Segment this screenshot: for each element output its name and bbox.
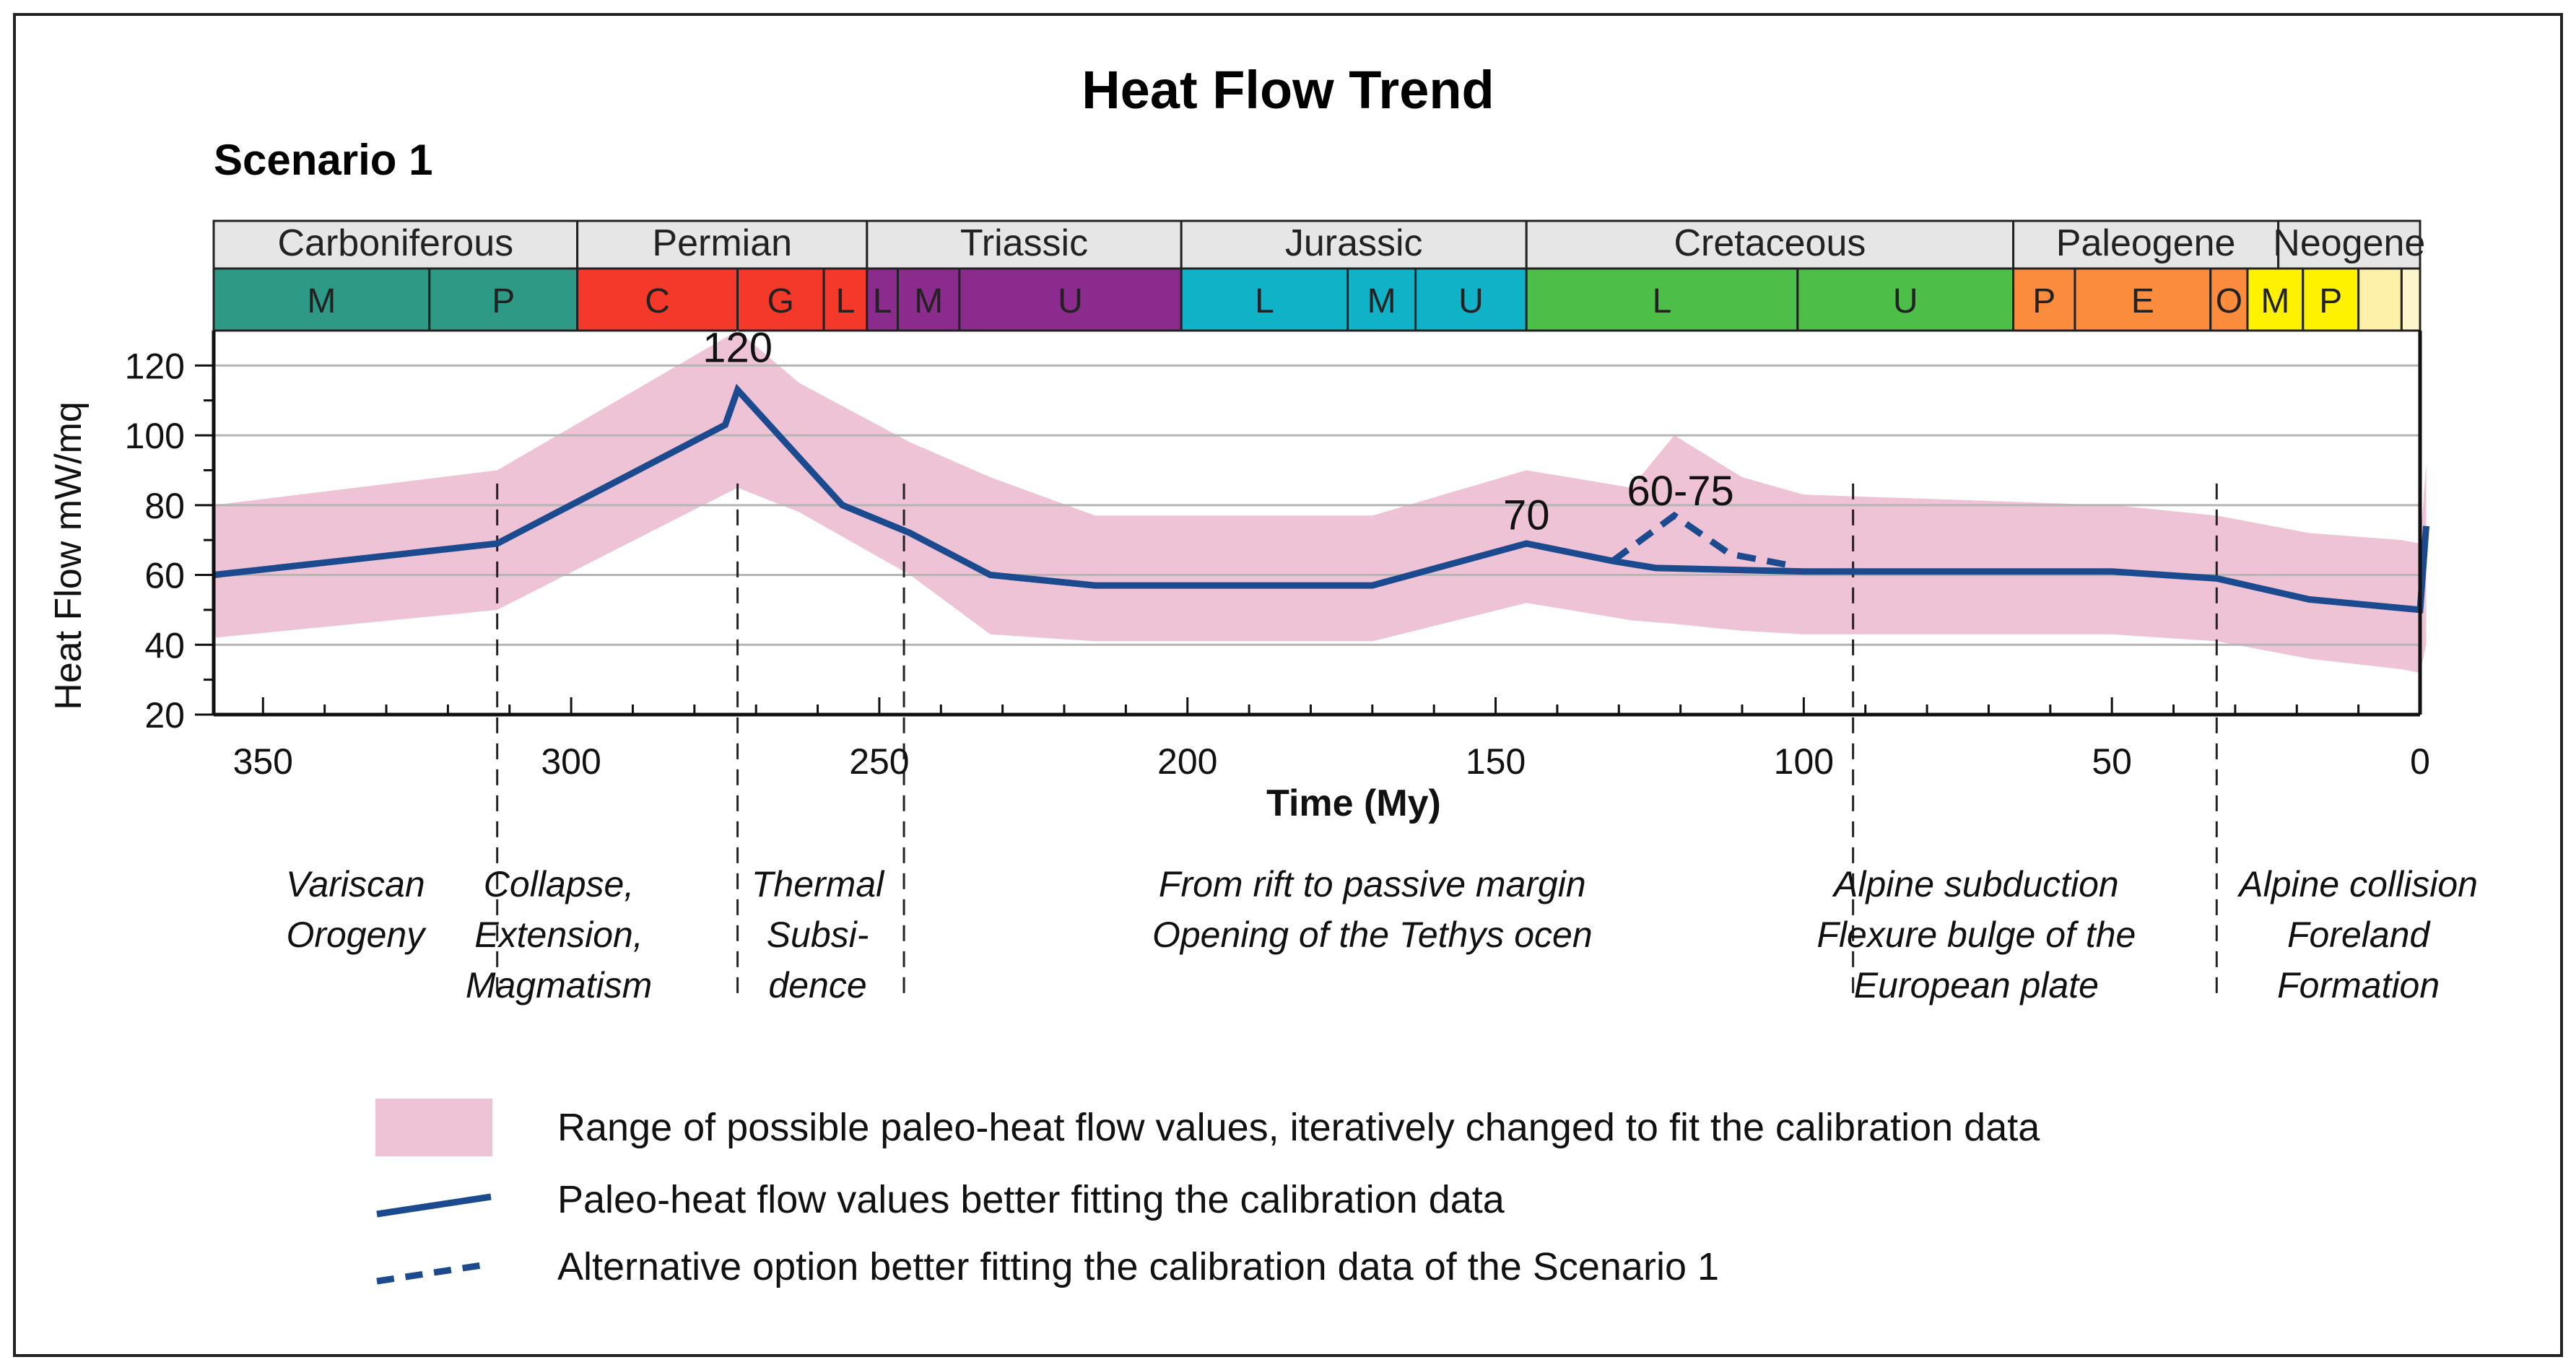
x-tick-label: 250 (849, 741, 909, 782)
event-label: Formation (2277, 965, 2440, 1005)
chart-title: Heat Flow Trend (1082, 60, 1494, 120)
epoch-cell (2357, 267, 2403, 332)
event-label: Subsi- (767, 915, 869, 955)
period-label: Paleogene (2056, 222, 2236, 264)
event-label: Alpine subduction (1832, 864, 2119, 904)
legend-label: Alternative option better fitting the ca… (557, 1245, 1719, 1288)
legend-dashed-swatch (376, 1260, 492, 1285)
event-label: From rift to passive margin (1159, 864, 1586, 904)
epoch-label: U (1458, 282, 1484, 320)
x-tick-label: 0 (2410, 741, 2430, 782)
tectonic-events: Variscan Orogeny Collapse, Extension, Magmat… (286, 864, 2478, 1005)
period-label: Permian (652, 222, 792, 264)
x-tick-label: 350 (233, 741, 293, 782)
epoch-label: G (767, 282, 794, 320)
period-label: Neogene (2273, 222, 2425, 264)
alternative-series-line (1611, 511, 1786, 568)
event-label: Extension, (474, 915, 643, 955)
epoch-label: C (645, 282, 670, 320)
value-annotation: 120 (702, 325, 773, 372)
epoch-label: M (2260, 282, 2289, 320)
epoch-cell (1525, 267, 1799, 332)
epoch-label: M (307, 282, 336, 320)
epoch-label: M (914, 282, 943, 320)
annotations: 120 70 60-75 (702, 325, 1734, 539)
epoch-cell (2246, 267, 2305, 332)
epoch-label: P (2032, 282, 2055, 320)
axes: 350 300 250 200 150 100 50 0 120 100 80 60 40 20 (125, 331, 2430, 782)
event-label: dence (768, 965, 866, 1005)
epoch-label: U (1893, 282, 1918, 320)
epoch-cell (822, 267, 869, 332)
x-tick-label: 300 (541, 741, 601, 782)
period-label: Cretaceous (1674, 222, 1866, 264)
period-cell (2277, 219, 2421, 270)
range-band-layer (214, 331, 2427, 673)
x-tick-label: 50 (2092, 741, 2132, 782)
y-axis-label: Heat Flow mW/mq (48, 401, 90, 710)
x-tick-label: 150 (1466, 741, 1526, 782)
epoch-cell (212, 267, 431, 332)
value-annotation: 60-75 (1627, 468, 1733, 515)
event-label: Opening of the Tethys ocen (1152, 915, 1593, 955)
geologic-timescale: Carboniferous Permian Triassic Jurassic Cret… (212, 219, 2425, 332)
event-label: Thermal (752, 864, 885, 904)
epoch-label: L (1653, 282, 1672, 320)
legend-label: Range of possible paleo-heat flow values… (557, 1106, 2040, 1149)
epoch-cell (2074, 267, 2212, 332)
epoch-cell (1414, 267, 1528, 332)
period-cell (212, 219, 579, 270)
range-band (214, 331, 2427, 673)
value-annotation: 70 (1503, 492, 1550, 539)
x-tick-label: 200 (1157, 741, 1217, 782)
event-label: Variscan (286, 864, 425, 904)
event-label: Magmatism (466, 965, 652, 1005)
epoch-cell (428, 267, 579, 332)
legend-label: Paleo-heat flow values better fitting th… (557, 1178, 1505, 1221)
legend-band-swatch (375, 1099, 492, 1156)
epoch-cell (2012, 267, 2076, 332)
epoch-cell (2400, 267, 2421, 332)
event-label: Foreland (2287, 915, 2432, 955)
epoch-label: P (2319, 282, 2342, 320)
epoch-label: E (2131, 282, 2154, 320)
y-tick-label: 20 (144, 695, 185, 736)
period-label: Carboniferous (278, 222, 514, 264)
period-label: Jurassic (1285, 222, 1423, 264)
y-tick-label: 80 (144, 486, 185, 526)
y-tick-label: 100 (125, 416, 185, 456)
epoch-cell (736, 267, 825, 332)
y-tick-label: 40 (144, 625, 185, 666)
epoch-label: O (2216, 282, 2242, 320)
period-cell (1525, 219, 2015, 270)
epoch-label: L (1255, 282, 1274, 320)
x-axis-label: Time (My) (1266, 782, 1441, 824)
period-label: Triassic (960, 222, 1088, 264)
event-label: Collapse, (484, 864, 634, 904)
epoch-label: M (1367, 282, 1396, 320)
epoch-cell (1796, 267, 2015, 332)
y-tick-label: 60 (144, 556, 185, 596)
event-label: Flexure bulge of the (1816, 915, 2136, 955)
epoch-label: U (1058, 282, 1083, 320)
chart-subtitle: Scenario 1 (214, 136, 433, 184)
heat-flow-series-line (213, 383, 2429, 614)
epoch-label: L (836, 282, 856, 320)
gridlines (214, 364, 2420, 646)
legend-solid-swatch (376, 1193, 492, 1218)
x-tick-label: 100 (1774, 741, 1834, 782)
epoch-label: L (873, 282, 892, 320)
epoch-label: P (492, 282, 515, 320)
y-tick-label: 120 (125, 346, 185, 386)
epoch-cell (1180, 267, 1349, 332)
series-layer (213, 383, 2429, 614)
event-label: Orogeny (286, 915, 427, 955)
legend: Range of possible paleo-heat flow values… (375, 1099, 2040, 1288)
event-label: European plate (1854, 965, 2099, 1005)
epoch-cell (958, 267, 1183, 332)
event-label: Alpine collision (2237, 864, 2478, 904)
